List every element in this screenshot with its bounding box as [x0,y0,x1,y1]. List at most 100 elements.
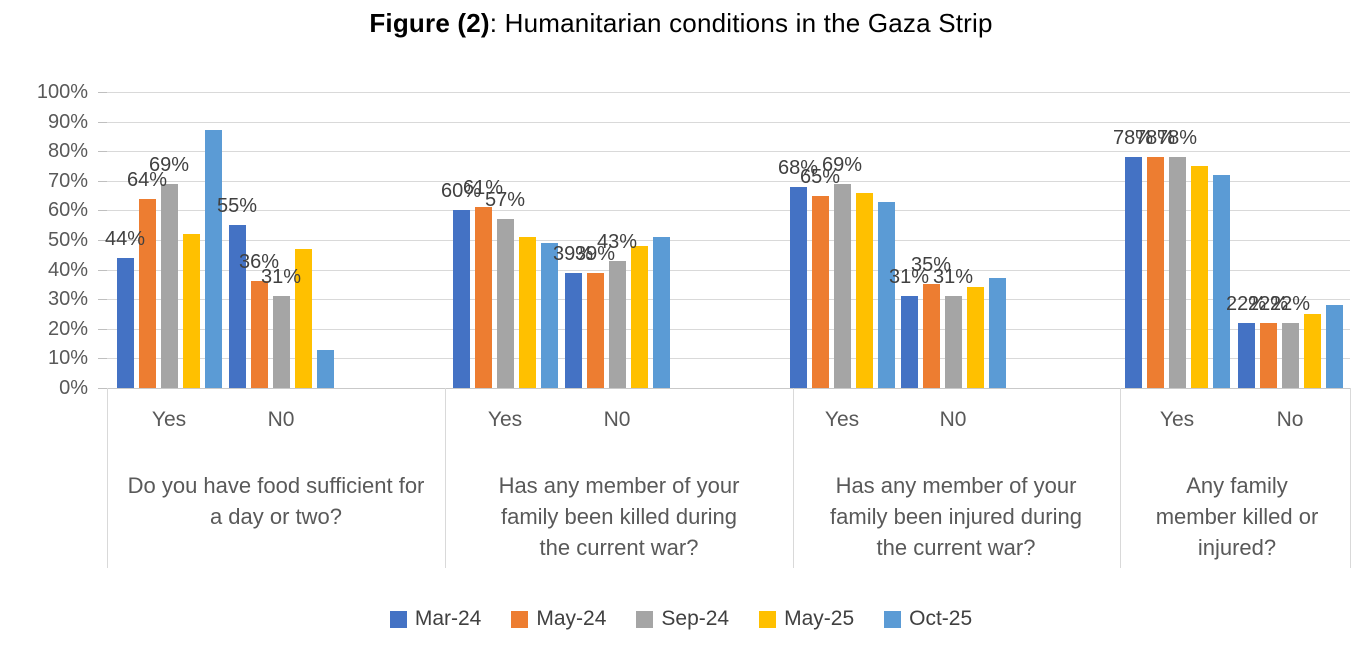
gridline [107,121,1350,123]
legend-item: Mar-24 [389,607,482,631]
bar-value-label: 65% [799,165,841,188]
bar [1190,166,1208,388]
bar [1325,305,1343,388]
bar [474,207,492,388]
bar [228,225,246,388]
bar-value-label: 22% [1269,292,1311,315]
legend-label: May-25 [784,607,855,630]
gridline [107,269,1350,271]
y-axis-tick [98,299,107,301]
legend-swatch [884,610,902,628]
x-axis-line [107,388,1350,389]
bar [789,186,807,388]
bar-value-label: 57% [484,189,526,212]
legend-label: Oct-25 [909,607,973,630]
legend-swatch [759,610,777,628]
bar [966,287,984,388]
bar [855,192,873,388]
bar [1124,157,1142,388]
y-axis-tick [98,151,107,153]
y-axis-label: 0% [59,377,88,399]
bar [652,237,670,388]
y-axis-label: 50% [47,229,88,251]
bar [138,198,156,388]
y-axis-label: 10% [47,347,88,370]
y-axis-label: 90% [47,110,88,133]
gridline [107,210,1350,212]
bar-value-label: 39% [552,242,594,265]
legend-item: Sep-24 [636,607,729,631]
bar [204,130,222,388]
bar [877,201,895,388]
bar [452,210,470,388]
bar [294,248,312,388]
bar-value-label: 35% [910,254,952,277]
bar [1303,314,1321,388]
bar [1212,174,1230,388]
bar-value-label: 78% [1156,127,1198,150]
gridline [107,328,1350,330]
bar [988,278,1006,388]
bar [586,272,604,388]
category-label: N0 [603,408,631,431]
bar [496,219,514,388]
y-axis-label: 70% [47,169,88,192]
chart-title-prefix: Figure (2) [369,8,490,38]
y-axis-tick [98,92,107,93]
y-axis-label: 80% [47,140,88,163]
y-axis-tick [98,358,107,360]
bar-value-label: 31% [888,266,930,289]
bar [518,237,536,388]
category-label: No [1276,408,1304,431]
gridline [107,240,1350,241]
axis-group-separator [445,388,446,568]
y-axis-tick [98,210,107,212]
legend-label: Mar-24 [414,607,482,630]
bar-value-label: 60% [440,180,482,203]
bar [833,183,851,388]
y-axis-label: 100% [36,81,88,103]
legend-swatch [636,610,654,628]
bar-value-label: 69% [148,153,190,176]
chart-legend: Mar-24 May-24 Sep-24 May-25 Oct-25 [0,607,1362,631]
bar [630,245,648,388]
bar [564,272,582,388]
gridline [107,299,1350,301]
y-axis-tick [98,240,107,241]
chart-title: Figure (2): Humanitarian conditions in t… [0,8,1362,39]
gridline [107,151,1350,153]
gridline [107,92,1350,93]
bar-value-label: 36% [238,251,280,274]
legend-swatch [389,610,407,628]
bar-value-label: 44% [104,227,146,250]
bar [811,195,829,388]
bar-value-label: 39% [574,242,616,265]
bar [316,349,334,388]
bar [900,296,918,388]
bar [160,183,178,388]
bar [116,257,134,388]
bar [250,281,268,388]
bar-value-label: 68% [777,156,819,179]
category-label: N0 [939,408,967,431]
bar-value-label: 61% [462,177,504,200]
gridline [107,358,1350,360]
bar-chart: 100% 90% 80% 70% 60% 50% 40% 30% 20% 10% 0% 44% 64% 6… [36,81,1351,568]
legend-item: Oct-25 [884,607,972,631]
bar-value-label: 64% [126,168,168,191]
category-label: Yes [824,408,860,431]
y-axis-tick [98,388,107,389]
question-label: Has any member of your family been kille… [498,473,740,560]
y-axis-tick [98,269,107,271]
bar [1168,157,1186,388]
y-axis-label: 30% [47,288,88,311]
chart-title-rest: : Humanitarian conditions in the Gaza St… [489,8,993,38]
bar [1281,322,1299,388]
bar-value-label: 22% [1225,292,1267,315]
bar [1237,322,1255,388]
y-axis-label: 60% [47,199,88,222]
bar-value-label: 78% [1134,127,1176,150]
legend-label: May-24 [536,607,607,630]
legend-label: Sep-24 [661,607,730,630]
